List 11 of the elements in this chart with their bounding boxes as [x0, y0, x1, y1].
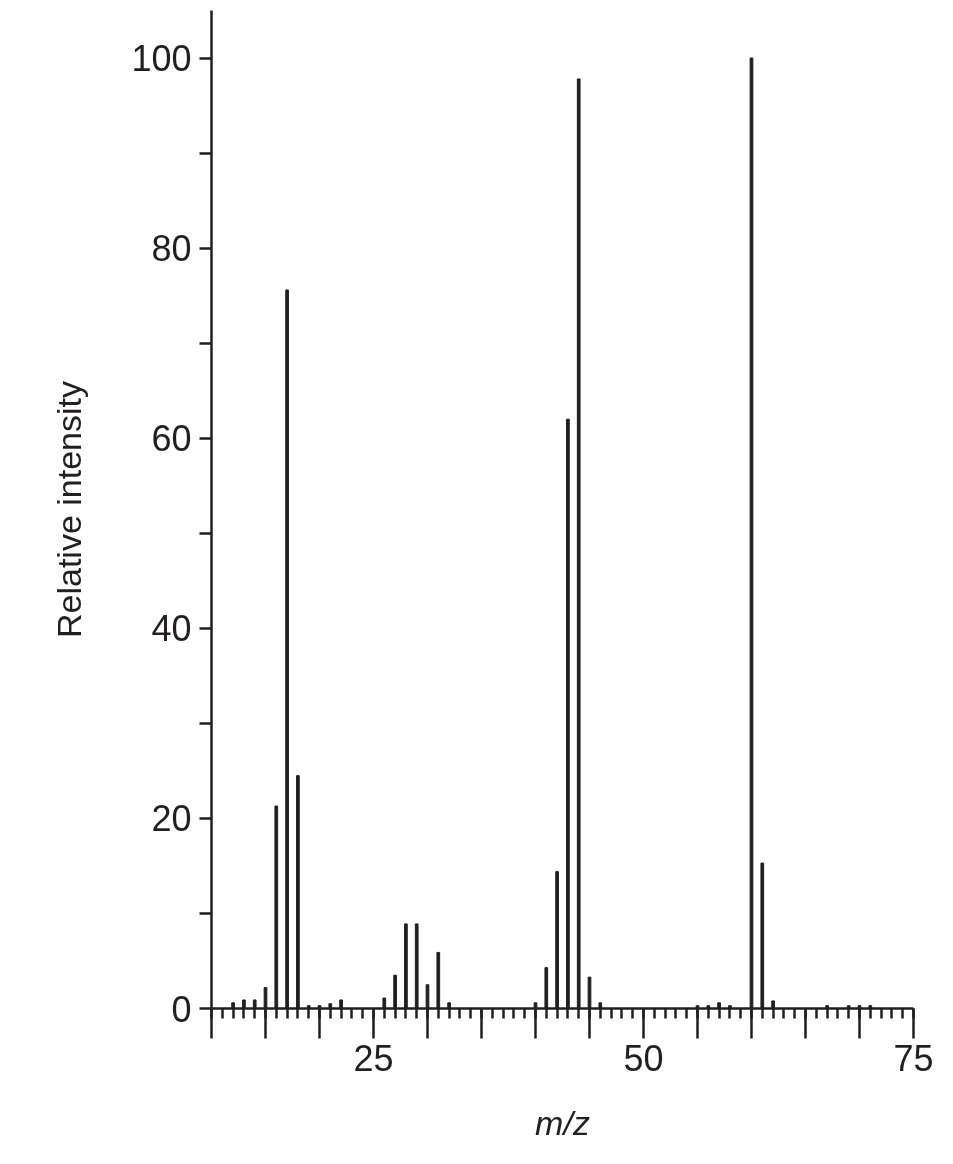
y-axis-title: Relative intensity	[50, 380, 89, 638]
y-tick-label: 40	[151, 608, 192, 650]
x-tick-label: 25	[353, 1037, 394, 1079]
x-tick-label: 50	[623, 1037, 664, 1079]
y-tick-label: 60	[151, 418, 192, 460]
y-tick-label: 20	[151, 798, 192, 840]
y-tick-label: 0	[171, 988, 192, 1030]
x-axis-title: m/z	[535, 1103, 590, 1142]
y-tick-label: 100	[131, 38, 192, 80]
y-tick-label: 80	[151, 228, 192, 270]
x-tick-label: 75	[893, 1037, 934, 1079]
